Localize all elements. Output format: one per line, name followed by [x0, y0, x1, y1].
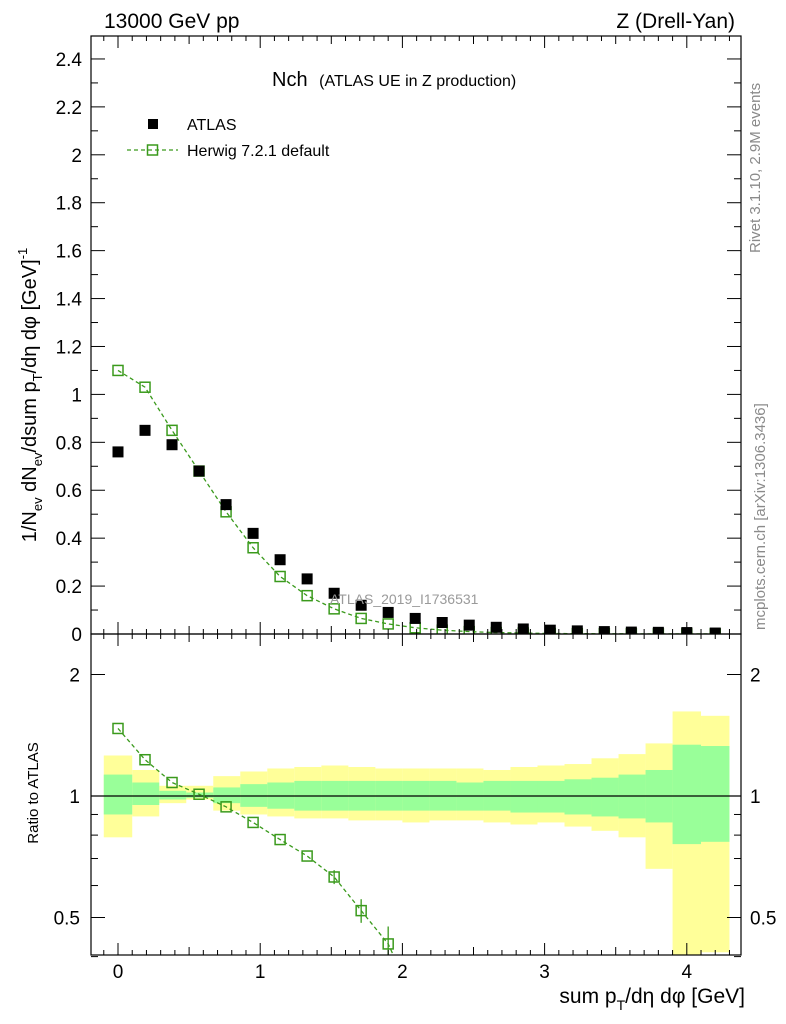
ratio-tick-label-right: 0.5 — [750, 908, 776, 929]
legend-herwig-label: Herwig 7.2.1 default — [187, 143, 330, 160]
main-data-point — [274, 554, 286, 566]
main-data-point — [571, 625, 583, 634]
ratio-band-inner — [213, 787, 241, 804]
legend-herwig-marker — [146, 144, 159, 156]
legend: ATLAS Herwig 7.2.1 default — [127, 117, 330, 160]
main-data-point — [355, 599, 367, 611]
ratio-tick-label-left: 2 — [69, 666, 80, 687]
main-data-point — [139, 424, 151, 436]
ratio-mc-point — [355, 904, 367, 917]
x-tick-label: 3 — [539, 962, 550, 983]
y-tick-label: 1.2 — [56, 337, 82, 358]
ratio-mc-point — [139, 753, 151, 766]
y-tick-label: 0.2 — [56, 577, 82, 598]
ratio-mc-point — [166, 776, 178, 789]
ratio-band-inner — [591, 777, 619, 817]
y-tick-label: 2 — [71, 146, 82, 167]
ratio-mc-point — [301, 850, 313, 862]
main-mc-point — [328, 603, 340, 615]
ratio-mc-point — [112, 722, 124, 735]
main-mc-point — [166, 424, 178, 437]
ratio-tick-label-left: 0.5 — [54, 908, 80, 929]
main-mc-point — [139, 381, 151, 393]
ratio-tick-label-left: 1 — [69, 787, 80, 808]
ratio-mc-point — [274, 833, 286, 846]
x-tick-label: 1 — [255, 962, 266, 983]
main-data-point — [463, 619, 475, 631]
plot-title-sub: (ATLAS UE in Z production) — [319, 73, 516, 90]
legend-atlas-marker — [148, 119, 158, 129]
main-data-point — [166, 439, 178, 451]
main-data-point — [247, 527, 259, 539]
main-data-point — [409, 612, 421, 624]
legend-atlas-label: ATLAS — [187, 117, 237, 134]
y-tick-label: 1.6 — [56, 242, 82, 263]
ratio-band-inner — [564, 779, 592, 815]
mcplots-reference-label: mcplots.cern.ch [arXiv:1306.3436] — [752, 403, 769, 630]
y-tick-label: 2.2 — [56, 98, 82, 119]
main-data-point — [490, 621, 502, 633]
x-tick-label: 2 — [397, 962, 408, 983]
main-data-point — [112, 446, 124, 458]
main-data-point — [544, 624, 556, 634]
ratio-bands — [103, 711, 730, 955]
ratio-panel — [91, 711, 741, 955]
ratio-band-inner — [132, 782, 160, 805]
header-left-label: 13000 GeV pp — [104, 10, 239, 33]
y-tick-label: 1 — [71, 385, 82, 406]
analysis-watermark: ATLAS_2019_I1736531 — [330, 591, 479, 607]
main-mc-point — [301, 589, 313, 602]
main-data-point — [193, 465, 205, 477]
x-tick-label: 4 — [682, 962, 693, 983]
ratio-band-inner — [672, 744, 702, 845]
ratio-band-inner — [537, 780, 565, 813]
axis-ticks: 0 1 2 3 4 0 0.2 0.4 0.6 0.8 1 1.2 1.4 1.6 1.8 2 2.2 2.4 0.… — [54, 36, 776, 983]
main-data-point — [382, 606, 394, 618]
y-tick-label: 0.6 — [56, 481, 82, 502]
ratio-band-inner — [701, 746, 730, 842]
x-tick-label: 0 — [113, 962, 124, 983]
y-tick-label: 0.8 — [56, 433, 82, 454]
main-data-point — [517, 623, 529, 634]
main-data-point — [625, 626, 637, 634]
ratio-band-inner — [510, 780, 538, 813]
main-data-point — [328, 587, 340, 599]
ratio-mc-point — [328, 871, 340, 883]
main-data-point — [301, 573, 313, 585]
main-data-point — [598, 626, 610, 634]
ratio-mc-point — [220, 801, 232, 813]
y-tick-label: 2.4 — [56, 50, 83, 71]
ratio-tick-label-right: 2 — [750, 666, 761, 687]
ratio-mc-point — [382, 938, 394, 950]
main-mc-point — [274, 570, 286, 583]
main-mc-point — [247, 541, 259, 554]
ratio-plot-frame — [90, 633, 742, 956]
x-axis-label: sum pT/dη dφ [GeV] — [559, 985, 745, 1013]
ratio-y-axis-label: Ratio to ATLAS — [25, 742, 42, 843]
rivet-version-label: Rivet 3.1.10, 2.9M events — [747, 83, 764, 253]
ratio-band-inner — [159, 790, 187, 800]
ratio-mc-series — [112, 722, 394, 955]
main-mc-point — [382, 618, 394, 630]
main-data-point — [436, 616, 448, 628]
main-mc-point — [355, 612, 367, 625]
plot-title-main: Nch — [272, 69, 308, 91]
header-right-label: Z (Drell-Yan) — [616, 10, 735, 33]
ratio-band-inner — [103, 774, 133, 815]
main-data-point — [220, 499, 232, 511]
ratio-mc-point — [193, 788, 205, 801]
y-tick-label: 1.8 — [56, 194, 82, 215]
ratio-mc-point — [247, 816, 259, 829]
y-tick-label: 1.4 — [56, 290, 83, 311]
y-axis-label: 1/Nev dNev/dsum pT/dη dφ [GeV]-1 — [15, 248, 45, 543]
plot-title: Nch (ATLAS UE in Z production) — [272, 69, 516, 91]
y-tick-label: 0 — [71, 625, 82, 646]
y-tick-label: 0.4 — [56, 529, 83, 550]
main-mc-point — [112, 364, 124, 377]
ratio-tick-label-right: 1 — [750, 787, 761, 808]
